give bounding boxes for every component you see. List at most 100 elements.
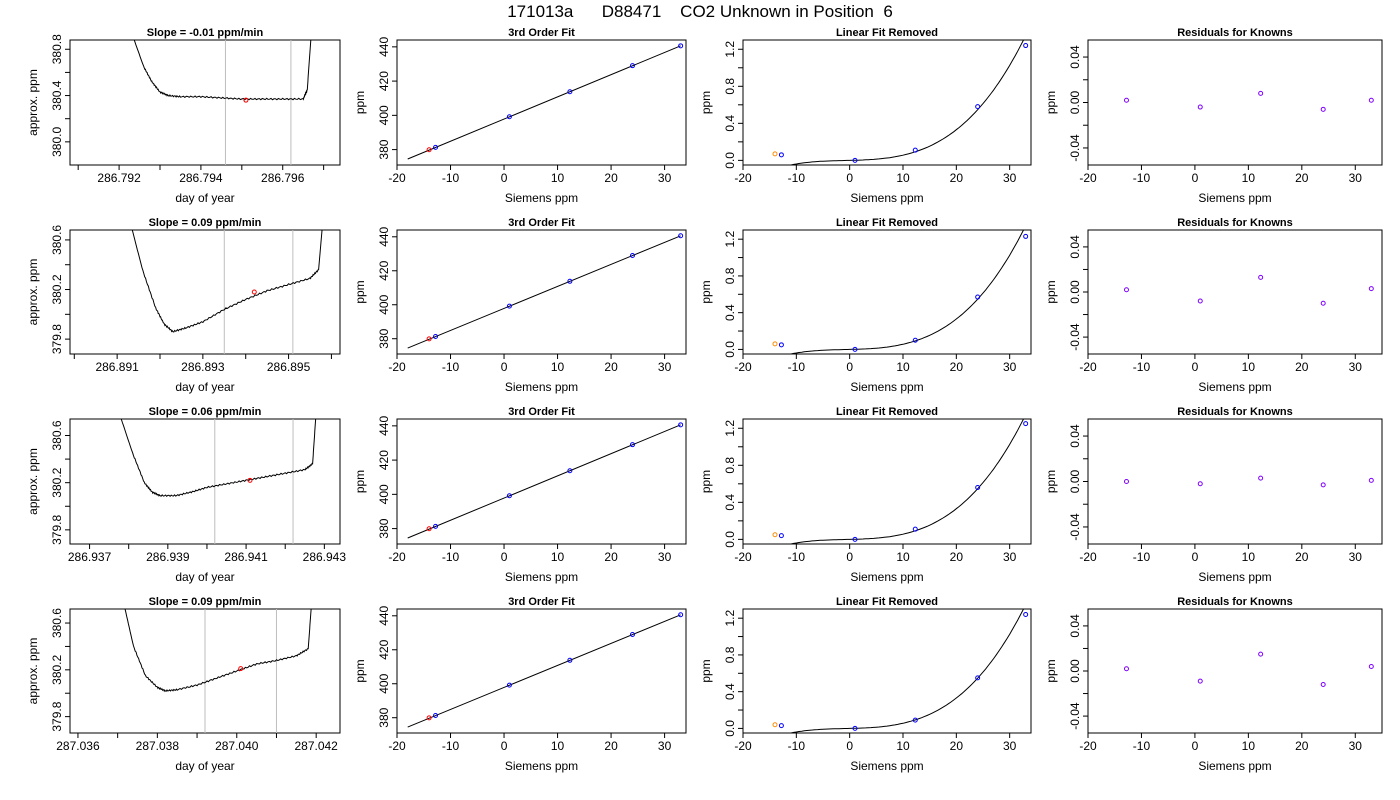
x-tick-label: -10 [788, 739, 806, 753]
known-point [1197, 298, 1203, 304]
known-point [912, 717, 918, 723]
plot-area [772, 40, 1029, 165]
x-tick-label: 10 [896, 550, 910, 564]
known-point [1320, 300, 1326, 306]
x-tick-label: 0 [846, 360, 853, 374]
y-tick-label: 0.04 [1068, 424, 1082, 448]
y-tick-label: 380.2 [50, 467, 64, 497]
x-tick-label: 10 [896, 171, 910, 185]
known-point [678, 612, 684, 618]
y-tick-label: 0.8 [723, 457, 737, 474]
plot-frame [742, 229, 1032, 355]
y-tick-label: 0.0 [723, 152, 737, 169]
y-tick-label: 380.6 [50, 608, 64, 638]
known-point [629, 631, 635, 637]
fit-line [407, 614, 681, 728]
y-tick-label: 0.0 [723, 341, 737, 358]
y-tick-label: 380.6 [50, 225, 64, 255]
fit-curve [788, 40, 1025, 165]
known-point [433, 144, 439, 150]
y-tick-label: 400 [377, 484, 391, 504]
x-tick-label: -20 [1079, 171, 1097, 185]
fit-line [407, 45, 681, 160]
x-axis-label: Siemens ppm [505, 191, 578, 205]
panel-title: Linear Fit Removed [836, 217, 938, 229]
plot-frame [742, 39, 1032, 166]
x-tick-label: 0 [846, 550, 853, 564]
concentration-trace [133, 40, 312, 101]
x-tick-label: 20 [604, 360, 618, 374]
panel-title: Slope = 0.09 ppm/min [149, 217, 262, 229]
known-point [1123, 479, 1129, 484]
y-tick-label: -0.04 [1068, 134, 1082, 162]
fit-line [407, 424, 681, 539]
y-tick-label: 0.0 [723, 720, 737, 737]
y-axis-label: approx. ppm [26, 259, 40, 326]
known-point [629, 442, 635, 448]
known-point [975, 104, 981, 110]
plot-area [772, 230, 1029, 354]
known-point [1258, 90, 1264, 96]
known-point [1123, 97, 1129, 103]
x-tick-label: -20 [1079, 550, 1097, 564]
known-point [1258, 475, 1264, 481]
known-point [912, 526, 918, 532]
plot-frame [742, 608, 1032, 734]
panel-r1c4: Residuals for Knowns -20 -10 0 10 20 30 -0.04 0.… [1044, 27, 1383, 205]
known-point [567, 89, 573, 95]
x-tick-label: -10 [442, 360, 460, 374]
x-tick-label: 10 [1242, 739, 1256, 753]
y-axis-label: ppm [353, 470, 367, 493]
x-tick-label: 286.941 [224, 550, 268, 564]
y-tick-label: 440 [377, 416, 391, 436]
x-tick-label: -10 [788, 360, 806, 374]
x-tick-label: 30 [658, 360, 672, 374]
plot-frame [742, 418, 1032, 545]
y-tick-label: 0.4 [723, 304, 737, 321]
x-tick-label: 10 [1242, 171, 1256, 185]
known-point [1368, 477, 1374, 483]
y-tick-label: 0.8 [723, 646, 737, 663]
plot-area [120, 419, 317, 544]
x-tick-label: 10 [896, 739, 910, 753]
known-point [912, 337, 918, 343]
unknown-point [426, 336, 432, 342]
known-point [1023, 43, 1029, 49]
x-tick-label: 0 [501, 550, 508, 564]
x-tick-label: 30 [658, 550, 672, 564]
y-tick-label: 379.8 [50, 515, 64, 545]
unknown-point [251, 289, 257, 295]
known-point [629, 252, 635, 258]
plot-area [1123, 90, 1374, 112]
panel-r4c3: Linear Fit Removed -20 -10 0 10 20 30 0.0 0.4 0.8… [699, 596, 1032, 773]
plot-area [407, 422, 684, 539]
y-tick-label: 400 [377, 105, 391, 125]
x-tick-label: 286.796 [261, 171, 305, 185]
unknown-point [772, 722, 778, 728]
x-tick-label: -20 [734, 550, 752, 564]
x-tick-label: 0 [501, 739, 508, 753]
known-point [433, 523, 439, 529]
plot-frame [1087, 608, 1383, 734]
y-axis-label: ppm [353, 280, 367, 303]
unknown-point [772, 341, 778, 347]
y-tick-label: -0.04 [1068, 323, 1082, 351]
plot-area [131, 230, 323, 354]
x-tick-label: 286.943 [303, 550, 347, 564]
y-tick-label: 0.00 [1068, 469, 1082, 493]
x-tick-label: 10 [1242, 360, 1256, 374]
known-point [1197, 481, 1203, 487]
panel-title: Slope = -0.01 ppm/min [147, 27, 264, 39]
unknown-point [426, 147, 432, 153]
known-point [1320, 106, 1326, 112]
known-point [1197, 104, 1203, 110]
y-tick-label: 379.8 [50, 701, 64, 731]
x-tick-label: 10 [551, 360, 565, 374]
x-tick-label: -10 [1133, 360, 1151, 374]
x-tick-label: 10 [1242, 550, 1256, 564]
fit-curve [788, 230, 1025, 354]
y-tick-label: 0.0 [723, 531, 737, 548]
known-point [678, 422, 684, 428]
x-tick-label: 286.939 [146, 550, 190, 564]
panel-r1c2: 3rd Order Fit -20 -10 0 10 20 30 380 400 420 440 Si… [353, 27, 687, 205]
